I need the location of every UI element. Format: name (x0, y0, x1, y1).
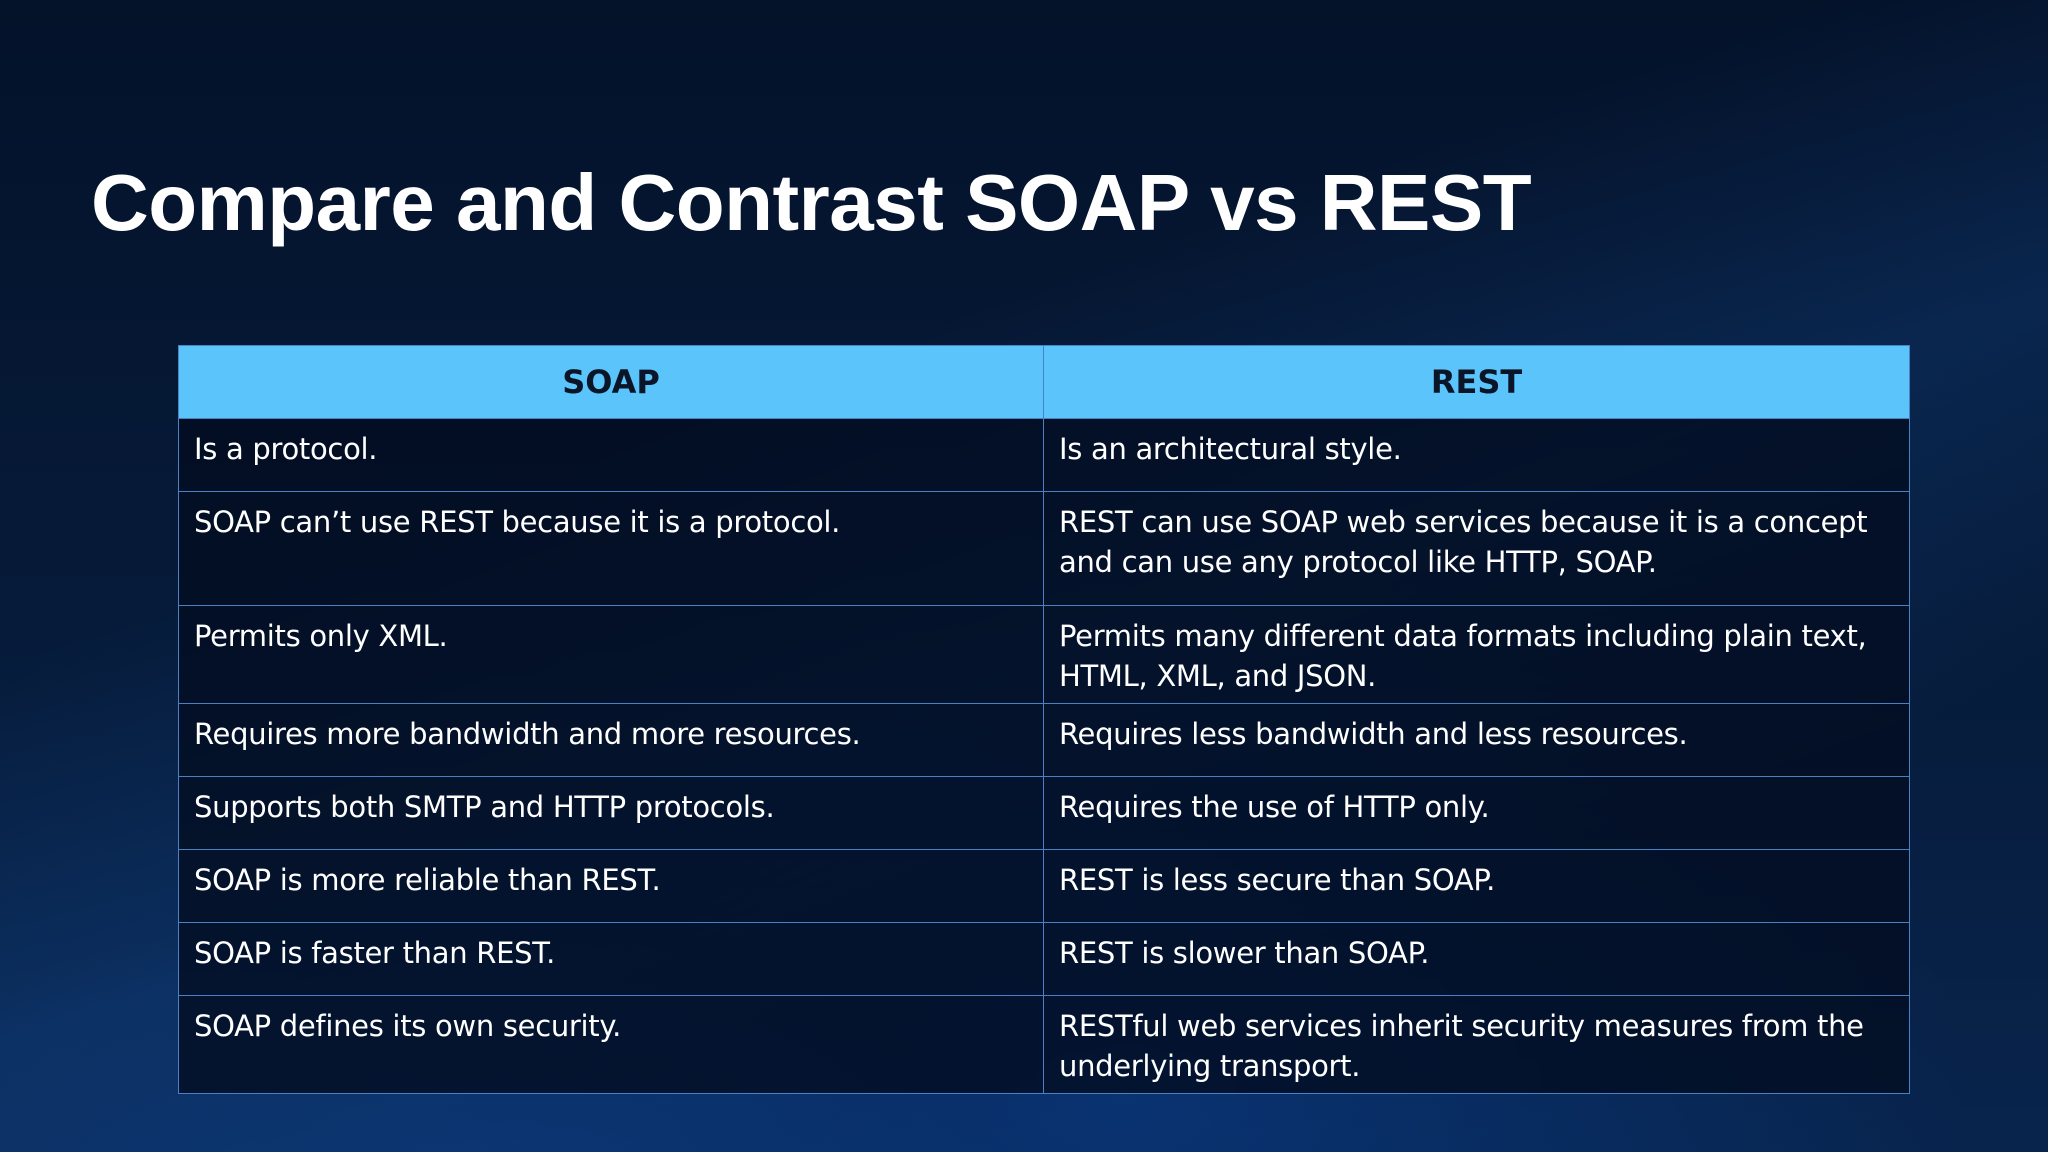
rest-cell: REST is slower than SOAP. (1043, 922, 1910, 996)
rest-cell: RESTful web services inherit security me… (1043, 995, 1910, 1094)
soap-cell: Supports both SMTP and HTTP protocols. (178, 776, 1044, 850)
table-row: Permits only XML. Permits many different… (178, 605, 1910, 704)
slide-title: Compare and Contrast SOAP vs REST (91, 158, 1532, 247)
soap-cell: Permits only XML. (178, 605, 1044, 704)
table-row: Supports both SMTP and HTTP protocols. R… (178, 776, 1910, 850)
table-header-row: SOAP REST (178, 345, 1910, 419)
header-rest: REST (1043, 345, 1910, 419)
rest-cell: Requires less bandwidth and less resourc… (1043, 703, 1910, 777)
soap-cell: Is a protocol. (178, 418, 1044, 492)
rest-cell: Is an architectural style. (1043, 418, 1910, 492)
table-row: Requires more bandwidth and more resourc… (178, 703, 1910, 777)
soap-cell: Requires more bandwidth and more resourc… (178, 703, 1044, 777)
header-soap: SOAP (178, 345, 1044, 419)
rest-cell: REST can use SOAP web services because i… (1043, 491, 1910, 606)
table-row: SOAP can’t use REST because it is a prot… (178, 491, 1910, 606)
comparison-table: SOAP REST Is a protocol. Is an architect… (178, 345, 1910, 1094)
soap-cell: SOAP defines its own security. (178, 995, 1044, 1094)
table-row: SOAP is faster than REST. REST is slower… (178, 922, 1910, 996)
soap-cell: SOAP is faster than REST. (178, 922, 1044, 996)
soap-cell: SOAP is more reliable than REST. (178, 849, 1044, 923)
table-row: SOAP defines its own security. RESTful w… (178, 995, 1910, 1094)
table-row: Is a protocol. Is an architectural style… (178, 418, 1910, 492)
soap-cell: SOAP can’t use REST because it is a prot… (178, 491, 1044, 606)
table-row: SOAP is more reliable than REST. REST is… (178, 849, 1910, 923)
rest-cell: REST is less secure than SOAP. (1043, 849, 1910, 923)
rest-cell: Requires the use of HTTP only. (1043, 776, 1910, 850)
rest-cell: Permits many different data formats incl… (1043, 605, 1910, 704)
